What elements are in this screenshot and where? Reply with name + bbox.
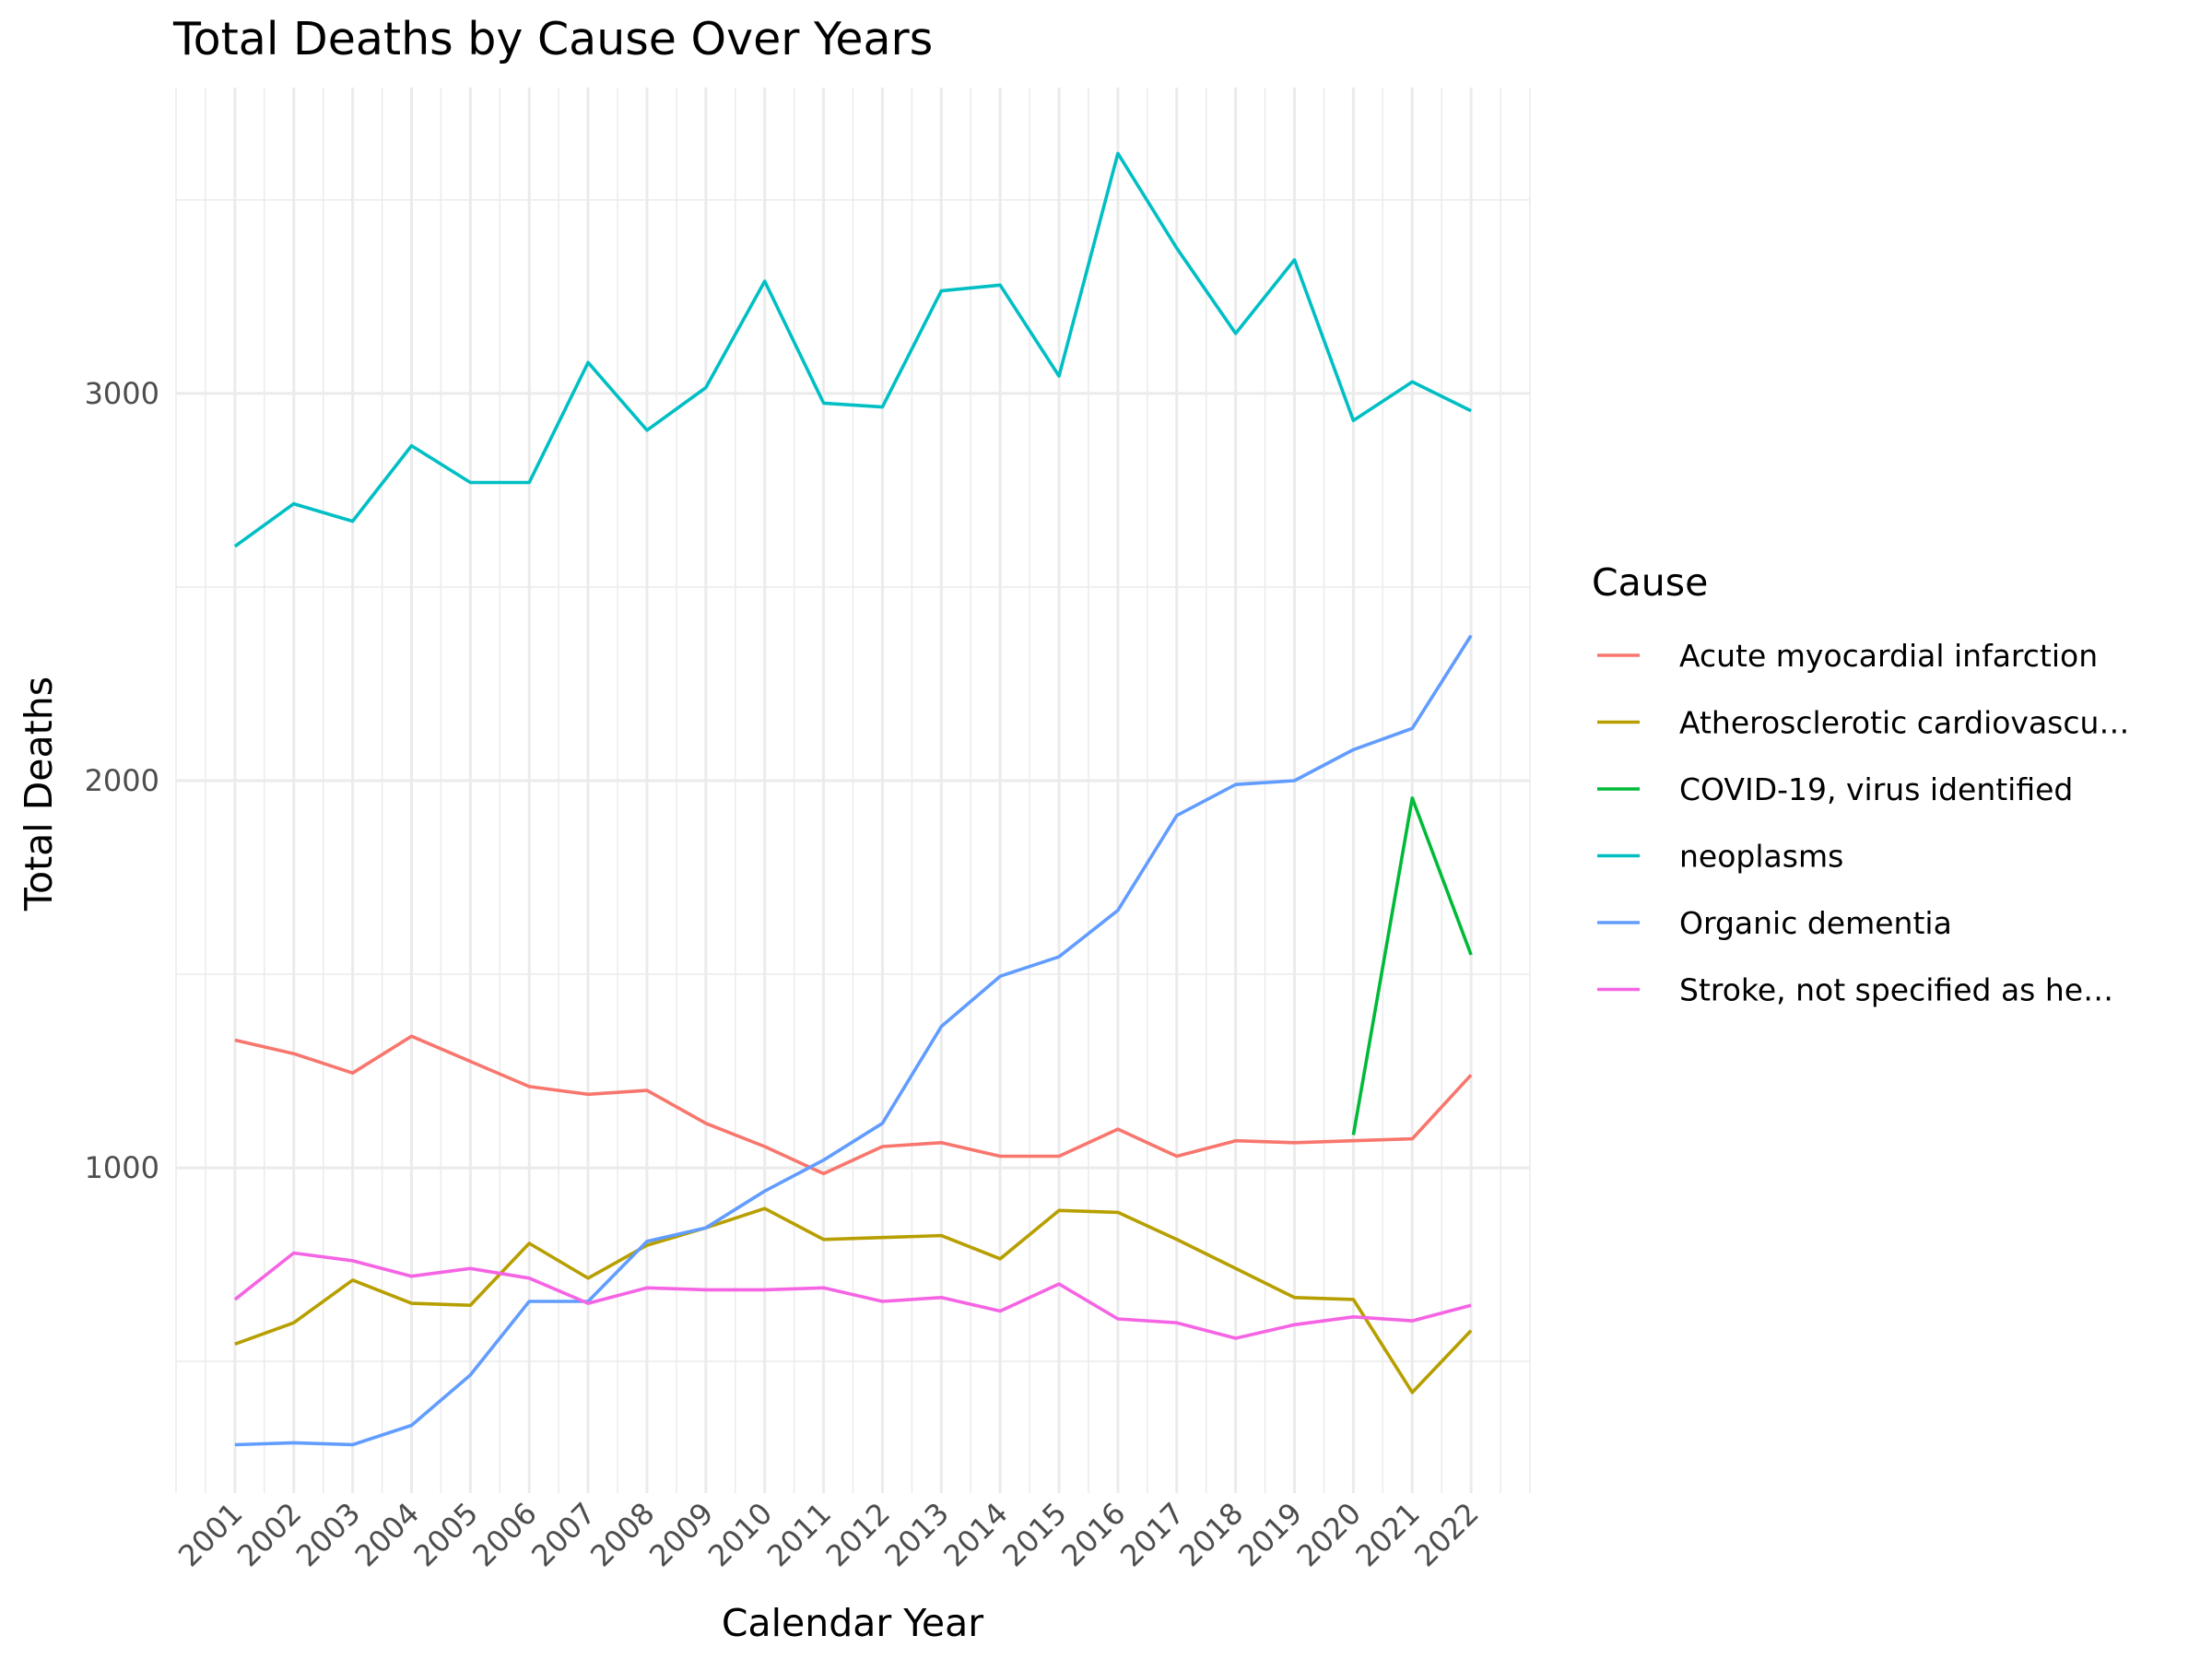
y-axis-title: Total Deaths xyxy=(17,677,61,912)
x-tick-label: 2022 xyxy=(1407,1496,1485,1573)
x-tick-label: 2006 xyxy=(465,1496,543,1573)
x-tick-label: 2003 xyxy=(289,1496,367,1573)
series-line xyxy=(234,634,1473,1447)
legend-title: Cause xyxy=(1592,560,1708,605)
x-tick-label: 2001 xyxy=(171,1496,249,1573)
chart-title: Total Deaths by Cause Over Years xyxy=(172,13,933,65)
x-tick-label: 2011 xyxy=(760,1496,838,1573)
series-lines xyxy=(233,151,1473,1447)
x-tick-label: 2004 xyxy=(348,1496,426,1573)
x-tick-label: 2020 xyxy=(1290,1496,1368,1573)
x-axis-ticks: 2001200220032004200520062007200820092010… xyxy=(171,1496,1486,1573)
x-tick-label: 2016 xyxy=(1054,1496,1132,1573)
series-line xyxy=(234,1206,1473,1394)
x-tick-label: 2021 xyxy=(1348,1496,1426,1573)
x-tick-label: 2005 xyxy=(407,1496,485,1573)
x-tick-label: 2017 xyxy=(1113,1496,1191,1573)
y-tick-label: 2000 xyxy=(85,763,159,798)
x-tick-label: 2009 xyxy=(642,1496,720,1573)
series-line xyxy=(234,1034,1473,1176)
series-line xyxy=(233,1251,1472,1340)
grid xyxy=(175,88,1531,1493)
series-line xyxy=(1351,796,1473,1135)
legend-label: Acute myocardial infarction xyxy=(1679,638,2098,674)
legend-label: COVID-19, virus identified xyxy=(1679,771,2073,807)
x-axis-title: Calendar Year xyxy=(722,1601,983,1645)
y-tick-label: 1000 xyxy=(85,1150,159,1185)
x-tick-label: 2019 xyxy=(1231,1496,1309,1573)
legend: Cause Acute myocardial infarction Atheros… xyxy=(1592,560,2129,1008)
legend-label: Stroke, not specified as he… xyxy=(1679,972,2113,1008)
x-tick-label: 2008 xyxy=(583,1496,661,1573)
series-line xyxy=(233,151,1472,548)
x-tick-label: 2002 xyxy=(230,1496,308,1573)
x-tick-label: 2007 xyxy=(524,1496,602,1573)
y-axis-ticks: 1000 2000 3000 xyxy=(85,376,159,1185)
legend-label: Organic dementia xyxy=(1679,905,1952,941)
x-tick-label: 2013 xyxy=(878,1496,956,1573)
legend-label: neoplasms xyxy=(1679,839,1843,875)
y-tick-label: 3000 xyxy=(85,376,159,411)
x-tick-label: 2015 xyxy=(995,1496,1073,1573)
x-tick-label: 2014 xyxy=(936,1496,1014,1573)
x-tick-label: 2010 xyxy=(701,1496,779,1573)
legend-label: Atherosclerotic cardiovascu… xyxy=(1679,705,2129,741)
x-tick-label: 2018 xyxy=(1172,1496,1250,1573)
x-tick-label: 2012 xyxy=(819,1496,897,1573)
